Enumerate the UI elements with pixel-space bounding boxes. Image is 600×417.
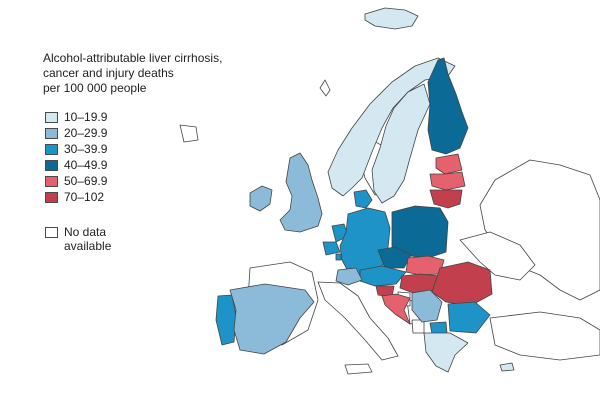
country-iceland: [364, 7, 419, 30]
country-croatia: [381, 293, 411, 325]
legend-swatch-no-data: [45, 227, 58, 238]
no-data-region: [489, 311, 600, 361]
legend-label: 20–29.9: [64, 126, 108, 140]
legend-swatch: [45, 128, 58, 139]
no-data-region: [179, 124, 199, 143]
country-latvia: [429, 171, 466, 191]
country-belgium: [322, 241, 341, 256]
country-serbia: [411, 289, 443, 323]
no-data-region: [319, 79, 331, 97]
no-data-region: [479, 159, 600, 301]
legend-no-data-label: No data available: [64, 225, 112, 253]
country-greece: [423, 332, 469, 373]
country-norway: [327, 57, 456, 197]
legend-swatch: [45, 144, 58, 155]
legend-label: 10–19.9: [64, 110, 108, 124]
title-line: cancer and injury deaths: [43, 66, 174, 80]
no-data-region: [344, 363, 373, 375]
country-germany: [339, 207, 391, 276]
country-spain: [229, 283, 315, 355]
legend-swatch: [45, 112, 58, 123]
country-finland: [427, 57, 469, 155]
country-portugal: [215, 294, 237, 346]
legend-label: 70–102: [64, 190, 105, 204]
title-line: Alcohol-attributable liver cirrhosis,: [43, 51, 223, 65]
country-sweden: [371, 83, 431, 204]
country-cyprus: [499, 362, 515, 372]
no-data-region: [317, 281, 399, 361]
country-denmark: [353, 189, 373, 209]
title-line: per 100 000 people: [43, 81, 147, 95]
legend-label: 30–39.9: [64, 142, 108, 156]
country-bulgaria: [447, 301, 491, 334]
country-north-macedonia: [429, 321, 448, 335]
country-estonia: [435, 153, 463, 175]
country-luxembourg: [335, 253, 342, 261]
legend-swatch: [45, 160, 58, 171]
country-austria: [359, 265, 407, 287]
country-united-kingdom: [279, 152, 323, 233]
country-lithuania: [429, 189, 463, 209]
legend-swatch: [45, 192, 58, 203]
country-romania: [431, 261, 493, 307]
country-ireland: [249, 185, 273, 212]
legend-swatch: [45, 176, 58, 187]
legend-label: 40–49.9: [64, 158, 108, 172]
map-title: Alcohol-attributable liver cirrhosis, ca…: [43, 51, 253, 96]
no-data-region: [459, 231, 536, 281]
legend-label: 50–69.9: [64, 174, 108, 188]
country-switzerland: [335, 267, 363, 286]
